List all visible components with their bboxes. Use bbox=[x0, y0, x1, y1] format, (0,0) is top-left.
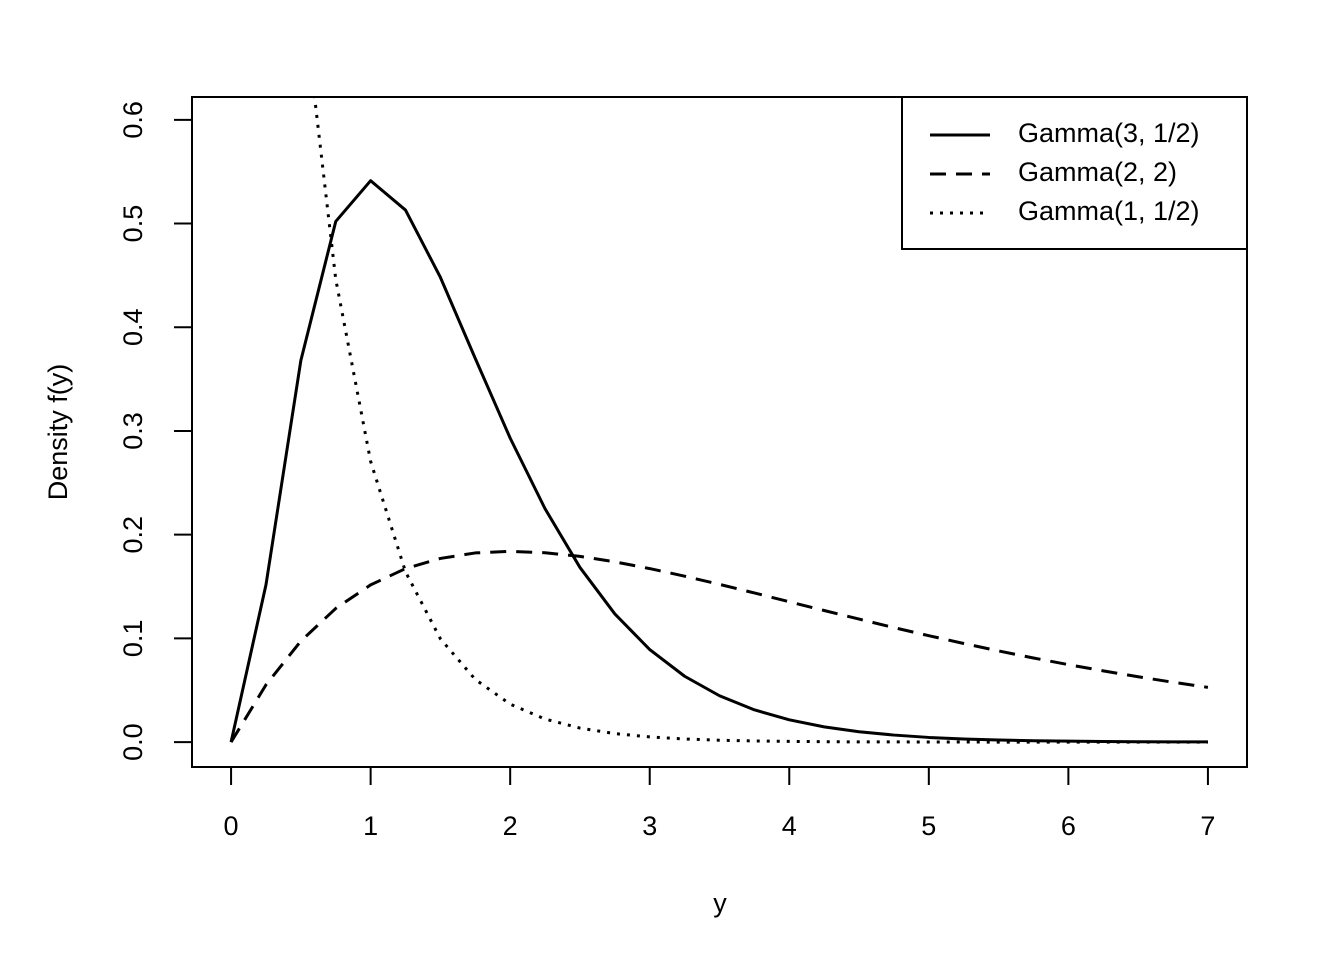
y-tick-label: 0.5 bbox=[118, 205, 148, 243]
legend-label: Gamma(1, 1/2) bbox=[1018, 196, 1200, 226]
series-line bbox=[229, 179, 1208, 744]
x-tick-label: 7 bbox=[1200, 811, 1215, 841]
legend-label: Gamma(3, 1/2) bbox=[1018, 118, 1200, 148]
y-tick-label: 0.0 bbox=[118, 723, 148, 761]
y-tick-label: 0.3 bbox=[118, 412, 148, 450]
x-tick-label: 0 bbox=[224, 811, 239, 841]
x-tick-label: 5 bbox=[921, 811, 936, 841]
x-tick-label: 2 bbox=[503, 811, 518, 841]
y-axis-label: Density f(y) bbox=[43, 364, 73, 501]
x-tick-label: 1 bbox=[363, 811, 378, 841]
y-tick-label: 0.6 bbox=[118, 101, 148, 139]
x-tick-label: 3 bbox=[642, 811, 657, 841]
y-tick-label: 0.1 bbox=[118, 620, 148, 658]
y-tick-label: 0.2 bbox=[118, 516, 148, 554]
x-tick-label: 4 bbox=[782, 811, 797, 841]
series-line bbox=[229, 549, 1209, 743]
x-axis-label: y bbox=[713, 888, 727, 918]
y-tick-label: 0.4 bbox=[118, 308, 148, 346]
series-line bbox=[313, 97, 1208, 744]
legend-label: Gamma(2, 2) bbox=[1018, 157, 1177, 187]
x-tick-label: 6 bbox=[1061, 811, 1076, 841]
plot-area bbox=[229, 97, 1209, 744]
